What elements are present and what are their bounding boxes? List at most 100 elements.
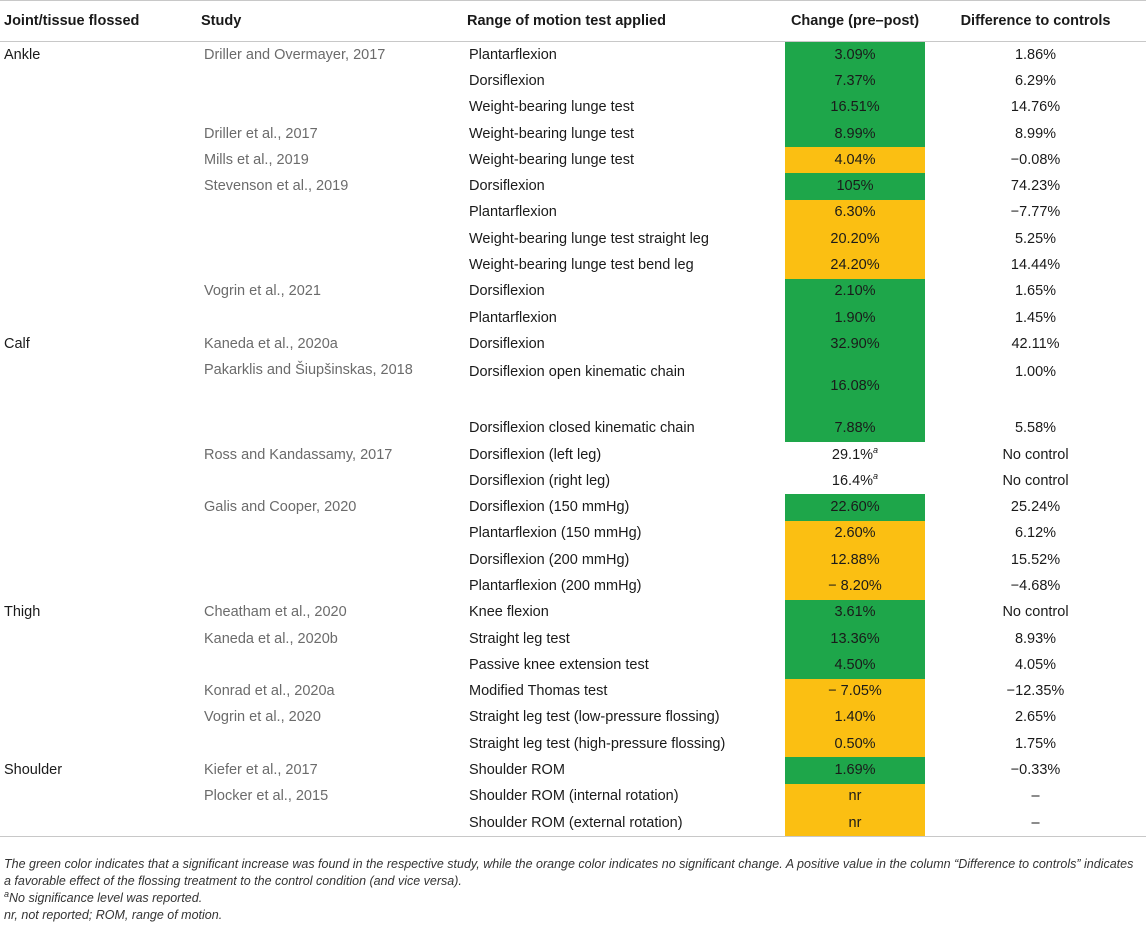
cell-study (197, 416, 463, 442)
change-value: 6.30% (834, 204, 876, 221)
cell-test: Dorsiflexion (469, 283, 545, 300)
cell-diff: 15.52% (1010, 551, 1061, 568)
cell-test: Shoulder ROM (469, 762, 565, 779)
cell-joint (0, 147, 197, 173)
footnote-abbreviations: nr, not reported; ROM, range of motion. (4, 908, 223, 922)
cell-study: Vogrin et al., 2021 (204, 283, 321, 300)
cell-study (197, 68, 463, 94)
table-row: Kaneda et al., 2020b Straight leg test 13.… (0, 625, 1146, 653)
cell-change: 22.60% (785, 494, 925, 521)
change-value: 16.4% (831, 472, 874, 489)
header-change: Change (pre–post) (785, 0, 925, 42)
cell-change: 7.88% (785, 415, 925, 442)
cell-joint (0, 573, 197, 599)
cell-study (197, 652, 463, 678)
results-table-container: Joint/tissue flossed Study Range of moti… (0, 0, 1146, 838)
cell-study: Kaneda et al., 2020b (204, 630, 338, 647)
cell-joint (0, 95, 197, 121)
cell-change: 13.36% (785, 625, 925, 653)
cell-study: Stevenson et al., 2019 (204, 178, 349, 195)
cell-study (197, 468, 463, 494)
cell-joint (0, 68, 197, 94)
cell-study (197, 226, 463, 252)
change-value: 4.50% (834, 656, 876, 673)
cell-change: 3.09% (785, 41, 925, 69)
cell-joint (0, 679, 197, 705)
table-row: Shoulder ROM (external rotation) nr – (0, 810, 1146, 838)
cell-test: Weight-bearing lunge test bend leg (469, 257, 694, 274)
table-row: Plantarflexion (200 mmHg) − 8.20% −4.68% (0, 573, 1146, 600)
cell-test: Dorsiflexion (right leg) (469, 472, 611, 489)
cell-joint (0, 652, 197, 678)
table-row: Plantarflexion 6.30% −7.77% (0, 199, 1146, 227)
cell-diff: −7.77% (1010, 204, 1061, 221)
table-row: Calf Kaneda et al., 2020a Dorsiflexion 32.9… (0, 331, 1146, 358)
results-table: Joint/tissue flossed Study Range of moti… (0, 0, 1146, 838)
cell-joint (0, 226, 197, 252)
cell-test: Dorsiflexion (200 mmHg) (469, 551, 630, 568)
table-row: Pakarklis and Šiupšinskas, 2018 Dorsiflex… (0, 357, 1146, 416)
cell-joint (0, 416, 197, 442)
cell-joint (0, 442, 197, 468)
cell-change: 1.69% (785, 757, 925, 784)
cell-change: 8.99% (785, 120, 925, 148)
cell-study (197, 810, 463, 838)
cell-diff: 1.00% (1014, 363, 1057, 380)
cell-change: 105% (785, 173, 925, 200)
table-row: Vogrin et al., 2021 Dorsiflexion 2.10% 1.65… (0, 278, 1146, 305)
table-row: Ankle Driller and Overmayer, 2017 Plantarf… (0, 41, 1146, 69)
cell-change: − 7.05% (785, 678, 925, 705)
cell-change: 29.1%a (785, 442, 925, 468)
change-value: 2.60% (834, 525, 876, 542)
cell-diff: 1.75% (1014, 735, 1057, 752)
cell-joint: Shoulder (4, 762, 63, 779)
cell-test: Modified Thomas test (469, 683, 608, 700)
cell-diff: 6.29% (1014, 72, 1057, 89)
table-row: Straight leg test (high-pressure flossin… (0, 731, 1146, 758)
table-row: Plocker et al., 2015 Shoulder ROM (intern… (0, 783, 1146, 811)
cell-change: 20.20% (785, 226, 925, 253)
change-value: 20.20% (830, 230, 880, 247)
cell-test: Weight-bearing lunge test (469, 151, 634, 168)
change-value: 8.99% (834, 125, 876, 142)
cell-change: 16.4%a (785, 468, 925, 494)
cell-test: Weight-bearing lunge test (469, 99, 634, 116)
cell-test: Weight-bearing lunge test (469, 125, 634, 142)
table-row: Thigh Cheatham et al., 2020 Knee flexion 3.… (0, 599, 1146, 626)
change-value: 1.69% (834, 762, 876, 779)
cell-diff: 4.05% (1014, 656, 1057, 673)
cell-study: Pakarklis and Šiupšinskas, 2018 (204, 361, 413, 378)
cell-test: Dorsiflexion closed kinematic chain (469, 420, 695, 437)
change-value: 0.50% (834, 735, 876, 752)
cell-diff: −0.33% (1010, 762, 1061, 779)
change-value: 1.90% (834, 309, 876, 326)
cell-change: 12.88% (785, 547, 925, 574)
change-value: 32.90% (830, 335, 880, 352)
cell-study (197, 95, 463, 121)
cell-test: Dorsiflexion open kinematic chain (469, 363, 685, 380)
cell-change: 16.51% (785, 94, 925, 121)
header-joint: Joint/tissue flossed (0, 0, 197, 42)
cell-study (197, 305, 463, 331)
table-footnotes: The green color indicates that a signifi… (4, 856, 1142, 924)
change-value: 3.61% (834, 604, 876, 621)
table-row: Plantarflexion (150 mmHg) 2.60% 6.12% (0, 520, 1146, 548)
change-value: nr (848, 814, 862, 831)
cell-test: Shoulder ROM (internal rotation) (469, 788, 679, 805)
cell-diff: 8.99% (1014, 125, 1057, 142)
cell-change: 7.37% (785, 68, 925, 95)
cell-diff: −0.08% (1010, 151, 1061, 168)
cell-diff: 1.65% (1014, 283, 1057, 300)
change-value: 12.88% (830, 551, 880, 568)
change-value: 1.40% (834, 709, 876, 726)
cell-study (197, 200, 463, 226)
table-row: Dorsiflexion 7.37% 6.29% (0, 68, 1146, 95)
cell-change: 32.90% (785, 331, 925, 358)
cell-test: Dorsiflexion (150 mmHg) (469, 499, 630, 516)
table-body: Ankle Driller and Overmayer, 2017 Plantarf… (0, 41, 1146, 838)
change-value: − 7.05% (828, 683, 882, 700)
cell-test: Straight leg test (high-pressure flossin… (469, 735, 726, 752)
cell-diff: 1.86% (1014, 46, 1057, 63)
cell-diff: No control (1002, 446, 1069, 463)
cell-diff: −4.68% (1010, 577, 1061, 594)
